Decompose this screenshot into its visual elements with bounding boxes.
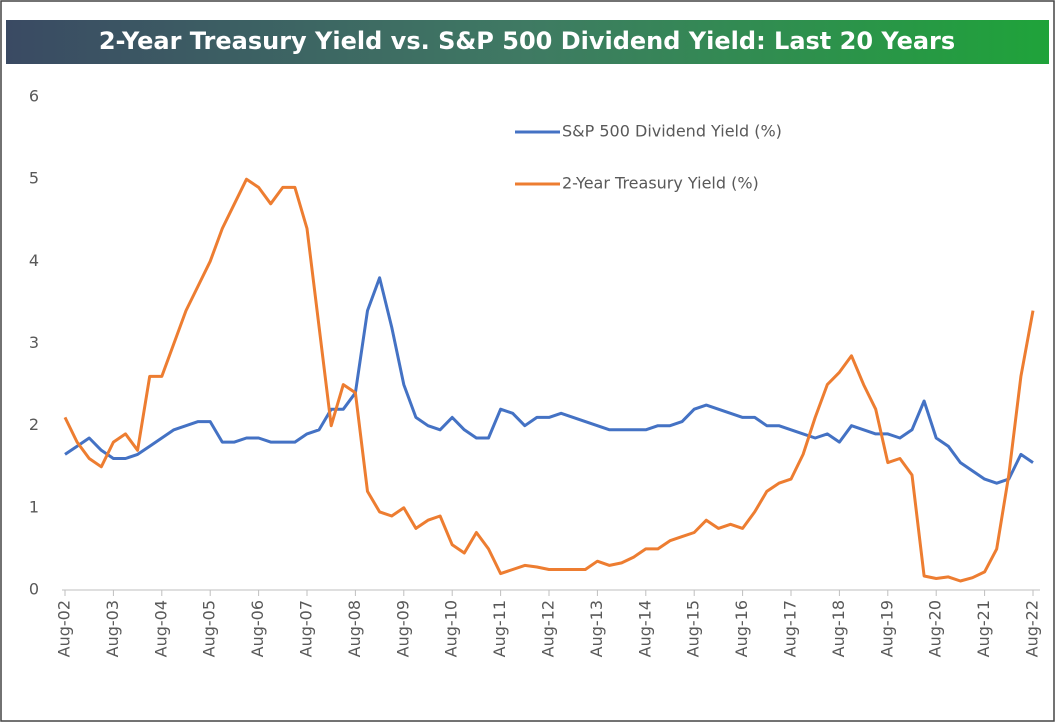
- x-tick-label: Aug-16: [732, 600, 751, 657]
- x-tick-label: Aug-07: [297, 600, 316, 657]
- legend-label: 2-Year Treasury Yield (%): [562, 174, 759, 193]
- y-tick-label: 3: [29, 333, 39, 352]
- x-tick-label: Aug-15: [684, 600, 703, 657]
- x-tick-label: Aug-18: [829, 600, 848, 657]
- y-tick-label: 4: [29, 251, 39, 270]
- y-tick-label: 2: [29, 415, 39, 434]
- x-tick-label: Aug-05: [200, 600, 219, 657]
- x-tick-label: Aug-08: [345, 600, 364, 657]
- x-tick-label: Aug-19: [877, 600, 896, 657]
- x-tick-label: Aug-17: [781, 600, 800, 657]
- series-line: [63, 177, 1035, 583]
- legend-label: S&P 500 Dividend Yield (%): [562, 122, 782, 141]
- x-tick-label: Aug-20: [926, 600, 945, 657]
- x-tick-label: Aug-11: [490, 600, 509, 657]
- x-tick-label: Aug-04: [151, 600, 170, 657]
- x-tick-label: Aug-10: [442, 600, 461, 657]
- x-tick-label: Aug-21: [974, 600, 993, 657]
- x-tick-label: Aug-06: [248, 600, 267, 657]
- x-tick-label: Aug-09: [393, 600, 412, 657]
- x-tick-label: Aug-02: [55, 600, 74, 657]
- y-tick-label: 1: [29, 497, 39, 516]
- y-tick-label: 6: [29, 87, 39, 106]
- series-line: [64, 276, 1034, 485]
- x-tick-label: Aug-12: [539, 600, 558, 657]
- x-tick-label: Aug-13: [587, 600, 606, 657]
- x-tick-label: Aug-22: [1023, 600, 1042, 657]
- x-tick-label: Aug-03: [103, 600, 122, 657]
- y-tick-label: 0: [29, 580, 39, 599]
- x-tick-label: Aug-14: [635, 600, 654, 657]
- y-tick-label: 5: [29, 169, 39, 188]
- title-bar: [6, 20, 1049, 64]
- chart-title: 2-Year Treasury Yield vs. S&P 500 Divide…: [99, 27, 955, 55]
